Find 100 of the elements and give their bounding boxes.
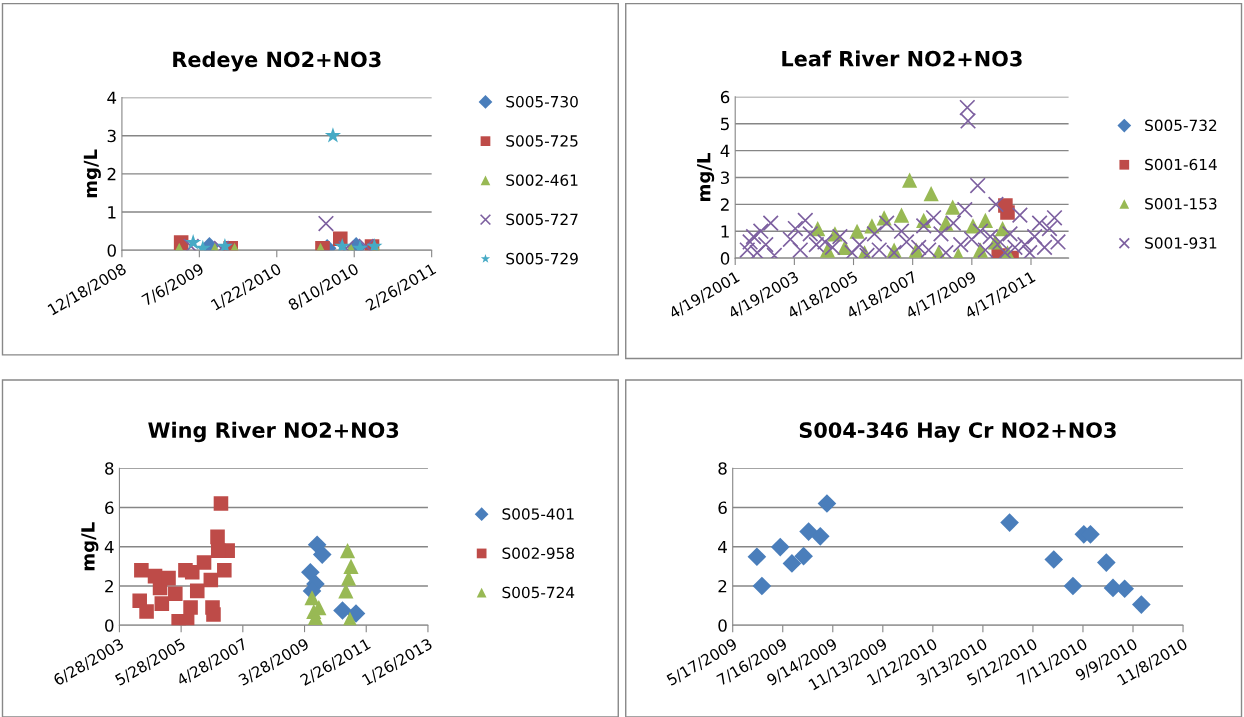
legend-label: S005-730 <box>506 95 578 108</box>
point <box>134 562 149 578</box>
point <box>901 172 918 188</box>
y-tick-label: 0 <box>720 252 730 265</box>
point <box>1132 595 1151 614</box>
point <box>1000 513 1019 532</box>
point <box>1036 239 1053 256</box>
point <box>932 225 950 243</box>
point <box>217 562 232 578</box>
point <box>817 494 837 513</box>
point <box>339 543 356 559</box>
point <box>945 199 961 215</box>
point <box>301 562 320 582</box>
point <box>991 233 1009 251</box>
legend-label: S001-153 <box>1145 198 1217 210</box>
point <box>184 564 200 580</box>
y-tick-label: 4 <box>718 540 727 554</box>
y-tick-label: 0 <box>718 619 727 632</box>
y-tick-label: 2 <box>720 198 729 211</box>
y-tick-label: 3 <box>721 171 730 185</box>
y-tick-label: 4 <box>720 144 730 157</box>
point <box>343 558 359 574</box>
point <box>952 236 969 253</box>
point <box>893 207 910 223</box>
point <box>851 236 868 253</box>
point <box>752 576 772 596</box>
point <box>338 583 354 599</box>
y-tick-label: 2 <box>105 579 113 593</box>
y-tick-label: 0 <box>105 619 114 632</box>
y-tick-label: 8 <box>718 462 727 475</box>
point <box>312 545 332 564</box>
y-axis-title: mg/L <box>697 153 715 201</box>
y-axis-title: mg/L <box>83 149 101 198</box>
point <box>203 572 219 588</box>
y-tick-label: 2 <box>107 167 116 181</box>
point <box>794 546 813 566</box>
point <box>1097 553 1116 572</box>
point <box>802 225 819 243</box>
point <box>358 238 375 251</box>
legend-label: S005-729 <box>506 252 578 265</box>
point <box>959 99 976 116</box>
point <box>945 215 962 232</box>
point <box>1016 236 1034 253</box>
point <box>915 217 932 234</box>
point <box>797 212 814 229</box>
legend-label: S005-732 <box>1145 119 1217 132</box>
y-tick-label: 3 <box>107 129 116 143</box>
point <box>977 212 993 229</box>
point <box>831 228 849 245</box>
point <box>154 596 170 611</box>
point <box>925 209 942 226</box>
point <box>168 586 183 602</box>
legend-label: S005-727 <box>506 213 578 226</box>
y-tick-label: 6 <box>720 90 730 104</box>
y-tick-label: 8 <box>105 462 114 475</box>
point <box>878 215 895 232</box>
point <box>849 223 865 239</box>
point <box>799 522 818 541</box>
point <box>816 233 834 251</box>
point <box>898 233 915 251</box>
point <box>969 177 986 194</box>
point <box>893 223 910 240</box>
point <box>334 237 351 251</box>
point <box>1011 206 1029 224</box>
point <box>196 555 212 570</box>
point <box>1044 550 1064 569</box>
point <box>333 601 352 620</box>
point <box>745 228 762 245</box>
point <box>747 547 767 567</box>
point <box>972 223 989 240</box>
y-tick-label: 5 <box>721 117 729 131</box>
point <box>762 215 779 232</box>
point <box>210 529 225 545</box>
point <box>923 185 939 202</box>
y-tick-label: 6 <box>105 501 114 515</box>
point <box>1006 239 1024 256</box>
legend-label: S001-931 <box>1145 237 1217 249</box>
point <box>810 526 830 546</box>
point <box>1046 209 1063 226</box>
point <box>183 600 198 615</box>
point <box>770 537 790 557</box>
y-tick-label: 4 <box>104 540 114 554</box>
point <box>787 220 804 237</box>
point <box>987 196 1005 213</box>
legend-label: S002-461 <box>506 174 578 186</box>
point <box>792 241 809 259</box>
point <box>1041 220 1058 237</box>
point <box>1063 576 1083 596</box>
point <box>782 231 799 248</box>
point <box>866 225 883 243</box>
point <box>161 570 176 586</box>
legend-label: S001-614 <box>1145 158 1217 171</box>
legend-label: S005-724 <box>502 586 575 599</box>
point <box>752 223 769 240</box>
point <box>982 228 999 245</box>
y-tick-label: 0 <box>107 244 116 257</box>
point <box>749 244 766 259</box>
chart-title: Wing River NO2+NO3 <box>148 421 399 443</box>
point <box>213 496 229 511</box>
point <box>324 127 342 143</box>
